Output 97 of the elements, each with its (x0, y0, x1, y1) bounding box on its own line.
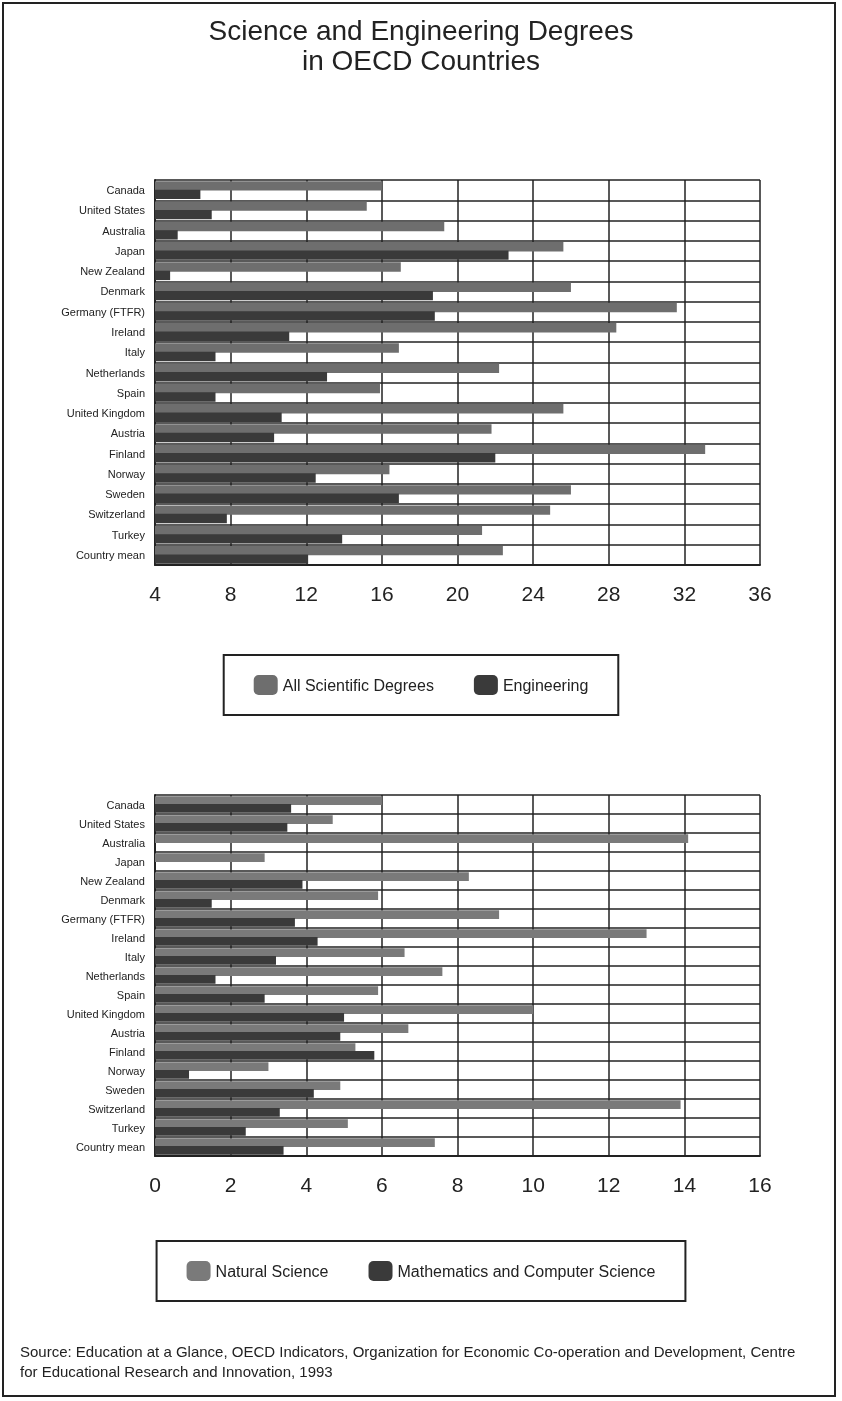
bar (155, 994, 265, 1003)
bar (155, 910, 500, 919)
y-tick-label: Germany (FTFR) (61, 305, 145, 318)
x-tick-label: 2 (224, 1173, 237, 1196)
y-tick-label: Netherlands (85, 969, 146, 982)
bar (155, 815, 333, 824)
y-tick-label: Sweden (105, 1083, 145, 1096)
y-tick-label: Finland (108, 1045, 145, 1058)
bar (155, 1108, 280, 1117)
bar (155, 1089, 314, 1098)
x-tick-label: 6 (376, 1173, 388, 1196)
bar (155, 1032, 341, 1041)
y-tick-label: Japan (115, 244, 145, 257)
x-tick-label: 10 (521, 1173, 545, 1196)
y-tick-label: United States (78, 204, 146, 217)
x-tick-label: 4 (300, 1173, 313, 1196)
legend-label: Engineering (502, 676, 589, 694)
y-tick-label: New Zealand (80, 874, 145, 887)
y-tick-label: Turkey (111, 1121, 146, 1134)
y-tick-label: Austria (110, 427, 146, 440)
x-tick-label: 20 (445, 582, 470, 605)
bar (155, 872, 469, 881)
bar (155, 1146, 284, 1155)
x-tick-label: 24 (521, 582, 546, 605)
y-tick-label: Australia (102, 224, 146, 237)
x-tick-label: 0 (149, 1173, 161, 1196)
legend-label: All Scientific Degrees (282, 676, 434, 694)
bar (155, 1119, 348, 1128)
y-tick-label: Netherlands (85, 366, 146, 379)
source-note: Source: Education at a Glance, OECD Indicators, Organization for Economic Co-operation and Development, Centre for Educational Research and Innovation, 1993 (20, 1342, 800, 1380)
y-tick-label: Turkey (111, 528, 146, 541)
y-tick-label: New Zealand (80, 265, 145, 278)
bar (155, 929, 647, 938)
y-tick-label: Spain (116, 386, 145, 399)
x-tick-label: 32 (672, 582, 697, 605)
y-tick-label: Ireland (111, 931, 145, 944)
x-tick-label: 12 (597, 1173, 621, 1196)
x-tick-label: 12 (294, 582, 318, 605)
y-tick-label: Japan (115, 855, 145, 868)
bar (155, 948, 405, 957)
y-tick-label: Denmark (100, 285, 146, 298)
bar (155, 1081, 341, 1090)
y-tick-label: Switzerland (88, 508, 145, 521)
bar (155, 1005, 534, 1014)
x-tick-label: 16 (370, 582, 394, 605)
y-tick-label: Denmark (100, 893, 146, 906)
x-tick-label: 16 (748, 1173, 772, 1196)
bar (155, 891, 379, 900)
y-tick-label: Ireland (111, 325, 145, 338)
bar (155, 796, 382, 805)
chart-title: Science and Engineering Degrees in OECD Countries (208, 14, 634, 76)
y-tick-label: Canada (106, 798, 146, 811)
y-tick-label: United States (78, 817, 146, 830)
bar (155, 1127, 246, 1136)
y-tick-label: Switzerland (88, 1102, 145, 1115)
legend-label: Natural Science (215, 1262, 329, 1280)
bar (155, 853, 265, 862)
bar (155, 834, 689, 843)
bar (155, 899, 212, 908)
bar (155, 1062, 269, 1071)
y-tick-label: Sweden (105, 488, 145, 501)
bar (155, 986, 379, 995)
y-tick-label: Italy (124, 346, 146, 359)
y-tick-label: Country mean (75, 548, 145, 561)
y-tick-label: Canada (106, 184, 146, 197)
x-tick-label: 8 (224, 582, 237, 605)
bar (155, 1013, 345, 1022)
y-tick-label: Spain (116, 988, 145, 1001)
y-tick-label: Austria (110, 1026, 146, 1039)
bar (155, 937, 318, 946)
bar (155, 956, 276, 965)
bar (155, 1138, 435, 1147)
x-tick-label: 14 (672, 1173, 697, 1196)
y-tick-label: Germany (FTFR) (61, 912, 145, 925)
y-tick-label: Italy (124, 950, 146, 963)
x-tick-label: 36 (748, 582, 772, 605)
bar (155, 1070, 190, 1079)
y-tick-label: Finland (108, 447, 145, 460)
bar (155, 918, 295, 927)
y-tick-label: Australia (102, 836, 146, 849)
bar (155, 804, 292, 813)
y-tick-label: Country mean (75, 1140, 145, 1153)
bar (155, 823, 288, 832)
y-tick-label: United Kingdom (66, 1007, 145, 1020)
bar (155, 967, 443, 976)
bar (155, 1024, 409, 1033)
y-tick-label: United Kingdom (66, 407, 145, 420)
x-tick-label: 4 (149, 582, 162, 605)
bar (155, 1051, 375, 1060)
bar (155, 880, 303, 889)
x-tick-label: 8 (451, 1173, 464, 1196)
bar (155, 975, 216, 984)
y-tick-label: Norway (107, 467, 146, 480)
y-tick-label: Norway (107, 1064, 146, 1077)
bar (155, 1100, 681, 1109)
x-tick-label: 28 (597, 582, 621, 605)
legend-label: Mathematics and Computer Science (397, 1262, 656, 1280)
